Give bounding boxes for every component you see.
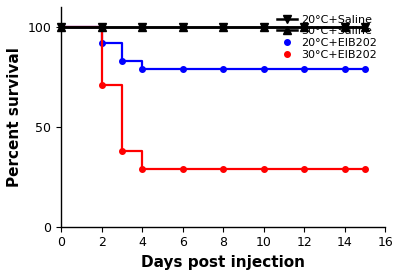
- 20°C+Saline: [59, 25, 64, 29]
- 20°C+EIB202: [302, 67, 306, 71]
- 20°C+EIB202: [99, 41, 104, 45]
- 20°C+EIB202: [362, 67, 367, 71]
- Line: 20°C+EIB202: 20°C+EIB202: [99, 40, 368, 72]
- 20°C+Saline: [261, 25, 266, 29]
- 30°C+Saline: [221, 25, 226, 29]
- 20°C+Saline: [342, 25, 347, 29]
- 30°C+Saline: [362, 25, 367, 29]
- 30°C+EIB202: [99, 83, 104, 86]
- 30°C+EIB202: [342, 167, 347, 170]
- 20°C+Saline: [221, 25, 226, 29]
- 20°C+EIB202: [140, 67, 144, 71]
- 20°C+EIB202: [221, 67, 226, 71]
- 30°C+Saline: [140, 25, 144, 29]
- 20°C+Saline: [99, 25, 104, 29]
- 30°C+Saline: [261, 25, 266, 29]
- 20°C+EIB202: [261, 67, 266, 71]
- 30°C+Saline: [59, 25, 64, 29]
- Line: 30°C+Saline: 30°C+Saline: [57, 23, 369, 31]
- 20°C+EIB202: [342, 67, 347, 71]
- 20°C+Saline: [362, 25, 367, 29]
- 20°C+Saline: [140, 25, 144, 29]
- Legend: 20°C+Saline, 30°C+Saline, 20°C+EIB202, 30°C+EIB202: 20°C+Saline, 30°C+Saline, 20°C+EIB202, 3…: [275, 12, 380, 62]
- 30°C+EIB202: [140, 167, 144, 170]
- 30°C+Saline: [302, 25, 306, 29]
- 30°C+Saline: [99, 25, 104, 29]
- 20°C+EIB202: [180, 67, 185, 71]
- 20°C+Saline: [302, 25, 306, 29]
- 30°C+EIB202: [362, 167, 367, 170]
- Line: 20°C+Saline: 20°C+Saline: [57, 23, 369, 31]
- X-axis label: Days post injection: Days post injection: [141, 255, 305, 270]
- Y-axis label: Percent survival: Percent survival: [7, 47, 22, 187]
- 30°C+EIB202: [180, 167, 185, 170]
- 30°C+Saline: [180, 25, 185, 29]
- Line: 30°C+EIB202: 30°C+EIB202: [99, 82, 368, 171]
- 30°C+EIB202: [120, 149, 124, 153]
- 20°C+EIB202: [120, 59, 124, 63]
- 30°C+EIB202: [302, 167, 306, 170]
- 30°C+Saline: [342, 25, 347, 29]
- 30°C+EIB202: [261, 167, 266, 170]
- 30°C+EIB202: [221, 167, 226, 170]
- 20°C+Saline: [180, 25, 185, 29]
